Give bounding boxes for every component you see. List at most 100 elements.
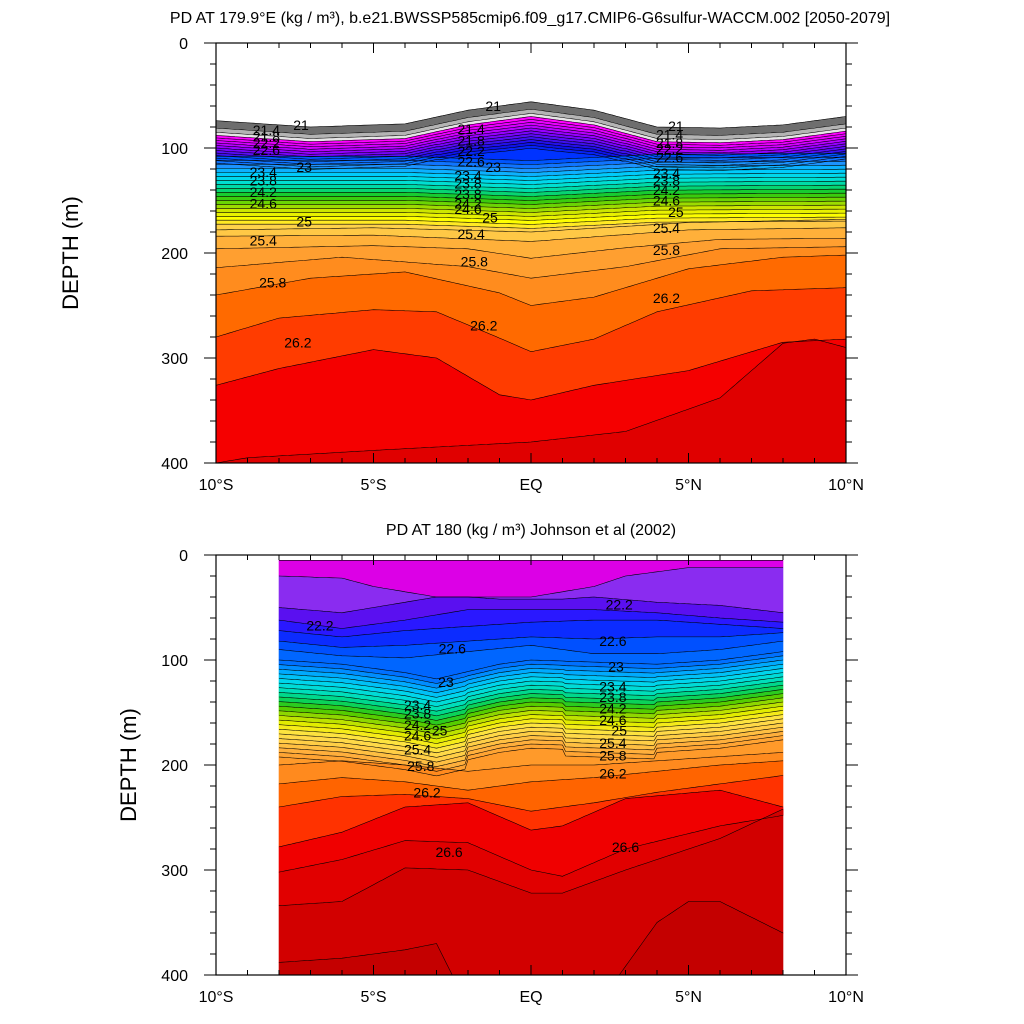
top-chart-title: PD AT 179.9°E (kg / m³), b.e21.BWSSP585c… [170,10,890,27]
bottom-contour-line [278,651,784,680]
top-contour-line [216,130,846,156]
top-contour-label: 25 [668,204,684,220]
top-contour-line [216,121,846,149]
bottom-contour-label: 24.6 [599,712,626,728]
bottom-x-tick-label: 5°N [675,989,702,1006]
bottom-contour-label: 22.6 [439,640,466,656]
top-contour-label: 22.2 [253,135,280,151]
top-contour-label: 21.4 [458,121,485,137]
bottom-contour-line [278,693,784,726]
bottom-contour-label: 23 [438,674,454,690]
top-contour-line [216,127,846,154]
bottom-contour-line [278,672,784,703]
top-contour-label: 25.8 [653,242,680,258]
bottom-axes: 10°S 5°S EQ 5°N 10°N 0 100 200 300 400 [161,548,864,1006]
top-contour-label: 21.8 [656,135,683,151]
top-contour-line [216,227,846,242]
top-y-tick-label: 300 [161,351,188,368]
top-contour-line [216,216,846,225]
bottom-contour-line [278,815,784,877]
bottom-contour-line [278,640,784,659]
top-y-tick-label: 200 [161,246,188,263]
bottom-contour-line [278,705,784,740]
top-contour-line [216,101,846,129]
bottom-contour-label: 23.4 [404,697,431,713]
top-contour-label: 21 [293,117,309,133]
bottom-contour-line [278,714,784,749]
top-contour-label: 21 [485,98,501,114]
top-x-tick-label: 10°N [828,477,864,494]
bottom-x-tick-label: EQ [519,989,542,1006]
bottom-contour-label: 26.2 [599,765,626,781]
top-y-tick-label: 0 [179,36,188,53]
top-contour-label: 26.2 [653,290,680,306]
top-y-tick-label: 100 [161,141,188,158]
bottom-contour-line [278,684,784,717]
bottom-x-tick-label: 10°N [828,989,864,1006]
top-contour-line [216,204,846,213]
bottom-contour-lines [278,560,784,975]
top-contour-label: 23.8 [454,186,481,202]
bottom-contour-line [278,596,784,614]
bottom-contour-line [278,752,784,772]
bottom-contour-line [278,659,784,689]
top-contour-label: 21.8 [253,128,280,144]
bottom-contour-line [278,722,784,758]
top-contour-label: 23.8 [454,176,481,192]
top-contour-line [216,246,846,279]
top-contour-line [216,168,846,177]
bottom-contour-fills [278,559,784,975]
bottom-contour-line [278,609,784,629]
bottom-contour-label: 22.2 [306,617,333,633]
top-contour-line [216,219,846,233]
bottom-contour-label: 26.2 [413,784,440,800]
top-contour-label: 24.6 [454,201,481,217]
bottom-contour-line [278,655,784,684]
bottom-y-tick-label: 300 [161,863,188,880]
bottom-contour-line [278,668,784,698]
top-contour-label: 22.2 [458,143,485,159]
top-contour-label: 25.8 [461,253,488,269]
bottom-contour-label: 22.2 [606,596,633,612]
bottom-contour-line [278,735,784,772]
top-contour-label: 25.4 [458,226,485,242]
top-contour-label: 26.2 [284,334,311,350]
bottom-contour-label: 25.4 [404,741,431,757]
bottom-contour-line [278,680,784,712]
top-contour-label: 23.8 [250,173,277,189]
top-x-tick-label: EQ [519,477,542,494]
bottom-y-tick-label: 100 [161,653,188,670]
top-contour-label: 24.6 [653,193,680,209]
top-x-tick-label: 5°N [675,477,702,494]
top-contour-label: 24.6 [250,196,277,212]
bottom-contour-label: 26.6 [612,839,639,855]
top-contour-lines [216,101,846,463]
bottom-y-axis-title: DEPTH (m) [116,708,141,822]
top-contour-label: 22.6 [458,154,485,170]
top-contour-label: 22.6 [656,149,683,165]
top-contour-line [216,113,846,140]
bottom-contour-line [278,663,784,694]
bottom-contour-line [278,619,784,638]
bottom-contour-label: 23 [608,658,624,674]
bottom-y-tick-label: 400 [161,968,188,985]
bottom-contour-line [278,808,784,906]
bottom-contour-label: 22.6 [599,633,626,649]
bottom-contour-line [278,739,784,777]
top-contour-line [216,338,846,463]
bottom-contour-line [278,632,784,648]
top-contour-line [216,180,846,189]
bottom-contour-line [278,718,784,754]
top-contour-label: 25.4 [653,220,680,236]
top-contour-line [216,116,846,144]
top-contour-line [216,192,846,201]
top-contour-label: 21 [668,118,684,134]
top-contour-label: 24.2 [653,182,680,198]
bottom-contour-line [278,567,783,598]
bottom-contour-line [278,697,784,730]
bottom-contour-line [278,701,784,735]
top-contour-line [216,142,846,166]
top-contour-line [216,254,846,306]
